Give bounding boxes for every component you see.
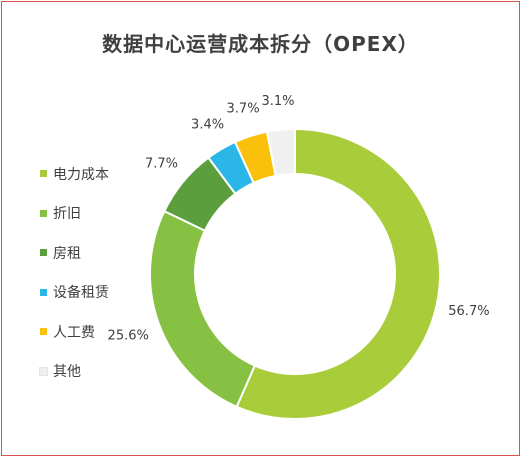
legend-item-depreciation: 折旧 — [40, 194, 109, 234]
legend-label: 人工费 — [53, 324, 95, 341]
legend-label: 设备租赁 — [53, 285, 109, 302]
label-electricity: 56.7% — [448, 304, 489, 319]
chart-title: 数据中心运营成本拆分（OPEX） — [102, 32, 419, 56]
donut-slices — [149, 127, 441, 420]
legend-label: 其他 — [53, 364, 81, 381]
legend-swatch — [40, 328, 47, 336]
legend-swatch — [40, 170, 47, 178]
legend: 电力成本 折旧 房租 设备租赁 人工费 其他 — [39, 154, 109, 392]
donut-data-labels: 56.7% 25.6% 7.7% 3.4%3.7%3.1% — [108, 94, 490, 344]
legend-item-electricity: 电力成本 — [40, 154, 109, 194]
legend-item-equipment-lease: 设备租赁 — [40, 273, 109, 313]
legend-label: 折旧 — [53, 206, 81, 223]
label-rent: 7.7% — [145, 157, 178, 172]
slice-depreciation — [149, 209, 257, 409]
slice-electricity — [235, 127, 441, 420]
label-labor: 3.7% — [227, 101, 260, 116]
legend-item-labor: 人工费 — [40, 312, 109, 352]
label-equipment-lease: 3.4% — [191, 117, 224, 132]
legend-label: 电力成本 — [53, 166, 109, 183]
legend-swatch — [40, 249, 47, 257]
slice-other — [265, 127, 296, 178]
label-other: 3.1% — [262, 94, 295, 109]
legend-item-rent: 房租 — [40, 233, 109, 273]
legend-item-other: 其他 — [39, 352, 109, 392]
legend-swatch — [40, 209, 47, 217]
label-depreciation: 25.6% — [108, 329, 149, 344]
legend-swatch — [39, 366, 48, 376]
legend-label: 房租 — [53, 245, 81, 262]
legend-swatch — [40, 288, 47, 296]
